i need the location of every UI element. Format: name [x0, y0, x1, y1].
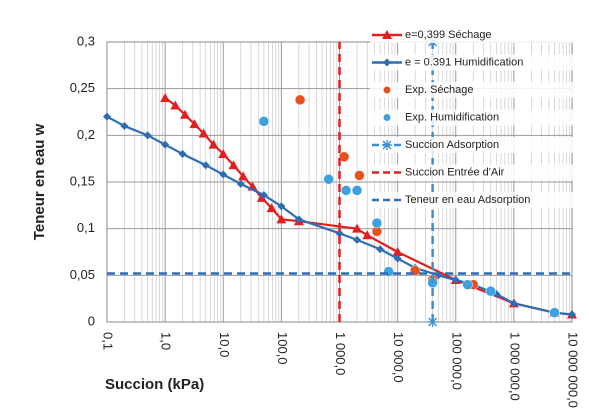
- legend-bg: [370, 54, 576, 71]
- diamond-marker: [259, 191, 268, 200]
- triangle-marker: [170, 100, 181, 110]
- x-tick-label: 1 000,0: [333, 332, 348, 375]
- circle-marker: [338, 151, 350, 163]
- circle-marker: [371, 217, 383, 229]
- circle-marker: [354, 170, 365, 181]
- x-tick-label: 10 000,0: [391, 332, 406, 383]
- diamond-marker: [393, 254, 402, 263]
- triangle-marker: [238, 171, 249, 181]
- x-axis-title: Succion (kPa): [105, 376, 204, 393]
- y-tick-label: 0,05: [70, 267, 95, 282]
- y-axis-title: Teneur en eau w: [31, 123, 48, 240]
- legend-label: Succion Entrée d'Air: [405, 166, 505, 178]
- legend-label: Succion Adsorption: [405, 139, 499, 151]
- y-tick-label: 0,1: [77, 220, 95, 235]
- legend-marker: [383, 114, 391, 121]
- diamond-marker: [568, 310, 576, 319]
- legend-label: e = 0.391 Humidification: [405, 56, 523, 68]
- diamond-marker: [120, 122, 129, 130]
- diamond-marker: [352, 235, 361, 244]
- diamond-marker: [376, 245, 385, 254]
- legend-marker: [382, 30, 392, 39]
- diamond-marker: [236, 179, 245, 188]
- diamond-marker: [219, 170, 228, 179]
- triangle-marker: [218, 149, 229, 158]
- star-marker: [427, 317, 438, 327]
- diamond-marker: [294, 215, 303, 224]
- circle-marker: [485, 285, 496, 297]
- x-tick-label: 1,0: [159, 332, 174, 350]
- diamond-marker: [335, 229, 344, 238]
- circle-marker: [323, 173, 334, 185]
- triangle-marker: [276, 214, 287, 224]
- legend-label: Teneur en eau Adsorption: [405, 194, 530, 206]
- x-tick-label: 100,0: [275, 332, 290, 365]
- diamond-marker: [277, 202, 286, 211]
- triangle-marker: [228, 160, 239, 170]
- circle-marker: [383, 266, 394, 277]
- legend-label: e=0,399 Séchage: [405, 29, 492, 41]
- diamond-marker: [143, 131, 152, 140]
- circle-marker: [351, 185, 363, 196]
- y-tick-label: 0,2: [77, 127, 95, 142]
- triangle-marker: [256, 192, 267, 202]
- legend-bg: [370, 164, 576, 181]
- diamond-marker: [103, 112, 111, 121]
- circle-marker: [340, 185, 352, 196]
- diamond-marker: [161, 140, 170, 149]
- diamond-marker: [178, 150, 187, 158]
- legend-label: Exp. Séchage: [405, 84, 474, 96]
- diamond-marker: [201, 161, 210, 170]
- legend-label: Exp. Humidification: [405, 111, 499, 123]
- legend-bg: [370, 137, 576, 153]
- triangle-marker: [362, 230, 373, 240]
- circle-marker: [258, 116, 270, 127]
- diamond-marker: [509, 299, 518, 308]
- legend-bg: [370, 192, 576, 208]
- circle-marker: [549, 307, 560, 318]
- x-tick-label: 1 000 000,0: [507, 332, 522, 401]
- legend: e=0,399 Séchage e = 0.391 Humidification E…: [370, 27, 576, 208]
- triangle-marker: [198, 128, 209, 138]
- x-tick-label: 10 000 000,0: [566, 332, 581, 408]
- triangle-marker: [392, 247, 403, 256]
- y-tick-label: 0: [88, 313, 95, 328]
- legend-marker: [382, 140, 392, 150]
- x-tick-label: 0,1: [101, 332, 116, 350]
- legend-marker: [383, 86, 391, 94]
- triangle-marker: [351, 223, 362, 233]
- x-tick-label: 100 000,0: [449, 332, 464, 390]
- y-tick-label: 0,25: [70, 80, 95, 95]
- legend-bg: [370, 109, 576, 126]
- diamond-marker: [451, 276, 460, 284]
- y-tick-label: 0,3: [77, 33, 95, 48]
- legend-marker: [383, 58, 391, 67]
- triangle-marker: [189, 119, 200, 129]
- triangle-marker: [208, 139, 219, 149]
- circle-marker: [294, 94, 306, 106]
- triangle-marker: [180, 109, 191, 119]
- triangle-marker: [266, 203, 277, 213]
- circle-marker: [462, 279, 473, 290]
- x-tick-label: 10,0: [217, 332, 232, 357]
- legend-bg: [370, 82, 576, 98]
- triangle-marker: [160, 93, 171, 102]
- y-tick-label: 0,15: [70, 173, 95, 188]
- legend-bg: [370, 27, 576, 43]
